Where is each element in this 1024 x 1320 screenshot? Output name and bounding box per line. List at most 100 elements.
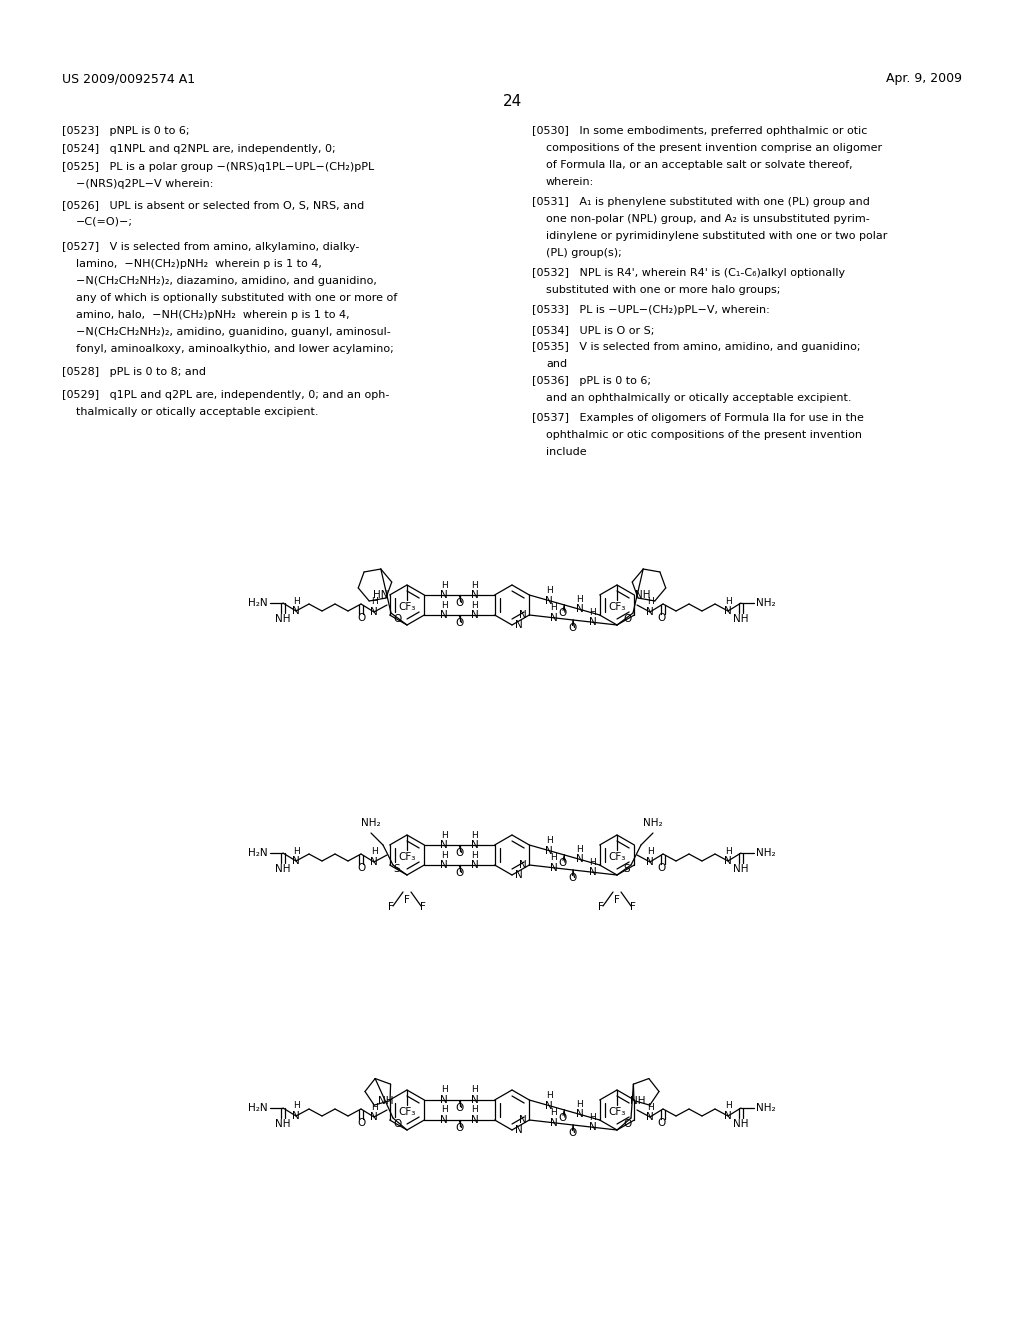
Text: H: H [551, 603, 557, 612]
Text: −N(CH₂CH₂NH₂)₂, amidino, guanidino, guanyl, aminosul-: −N(CH₂CH₂NH₂)₂, amidino, guanidino, guan… [76, 327, 391, 337]
Text: [0533]   PL is −UPL−(CH₂)pPL−V, wherein:: [0533] PL is −UPL−(CH₂)pPL−V, wherein: [532, 305, 770, 315]
Text: CF₃: CF₃ [608, 1107, 626, 1117]
Text: compositions of the present invention comprise an oligomer: compositions of the present invention co… [546, 143, 882, 153]
Text: O: O [657, 612, 667, 623]
Text: N: N [471, 610, 479, 620]
Text: H: H [589, 1113, 596, 1122]
Text: N: N [646, 1111, 654, 1122]
Text: N: N [292, 855, 300, 866]
Text: O: O [456, 869, 464, 878]
Text: H: H [440, 1085, 447, 1094]
Text: N: N [292, 1111, 300, 1121]
Text: O: O [393, 1119, 401, 1129]
Text: N: N [550, 863, 558, 873]
Text: N: N [724, 855, 732, 866]
Text: H: H [646, 1102, 653, 1111]
Text: F: F [388, 902, 394, 912]
Text: H: H [440, 850, 447, 859]
Text: N: N [724, 1111, 732, 1121]
Text: include: include [546, 447, 587, 457]
Text: [0530]   In some embodiments, preferred ophthalmic or otic: [0530] In some embodiments, preferred op… [532, 125, 867, 136]
Text: O: O [456, 618, 464, 628]
Text: N: N [471, 1115, 479, 1125]
Text: −C(=O)−;: −C(=O)−; [76, 216, 133, 227]
Text: O: O [623, 1119, 631, 1129]
Text: ophthalmic or otic compositions of the present invention: ophthalmic or otic compositions of the p… [546, 430, 862, 440]
Text: N: N [515, 620, 522, 630]
Text: O: O [357, 1118, 367, 1129]
Text: H: H [440, 830, 447, 840]
Text: O: O [568, 623, 577, 634]
Text: H: H [440, 601, 447, 610]
Text: N: N [471, 1096, 479, 1105]
Text: H: H [546, 586, 552, 595]
Text: H: H [577, 845, 584, 854]
Text: N: N [646, 857, 654, 867]
Text: N: N [370, 607, 378, 616]
Text: H: H [472, 1106, 478, 1114]
Text: N: N [515, 1125, 522, 1135]
Text: [0525]   PL is a polar group −(NRS)q1PL−UPL−(CH₂)pPL: [0525] PL is a polar group −(NRS)q1PL−UP… [62, 162, 374, 172]
Text: N: N [577, 854, 584, 865]
Text: F: F [404, 895, 410, 906]
Text: N: N [545, 1101, 553, 1110]
Text: H: H [551, 1109, 557, 1117]
Text: N: N [577, 1109, 584, 1119]
Text: O: O [568, 873, 577, 883]
Text: N: N [577, 605, 584, 614]
Text: NH₂: NH₂ [756, 847, 775, 858]
Text: [0537]   Examples of oligomers of Formula IIa for use in the: [0537] Examples of oligomers of Formula … [532, 413, 864, 422]
Text: NH: NH [733, 614, 749, 624]
Text: O: O [657, 863, 667, 873]
Text: O: O [623, 614, 631, 624]
Text: N: N [545, 846, 553, 855]
Text: H: H [546, 836, 552, 845]
Text: N: N [545, 595, 553, 606]
Text: N: N [440, 610, 447, 620]
Text: H: H [293, 1101, 299, 1110]
Text: NH: NH [635, 590, 651, 601]
Text: F: F [630, 902, 636, 912]
Text: H: H [293, 597, 299, 606]
Text: [0534]   UPL is O or S;: [0534] UPL is O or S; [532, 325, 654, 335]
Text: O: O [568, 1129, 577, 1138]
Text: [0524]   q1NPL and q2NPL are, independently, 0;: [0524] q1NPL and q2NPL are, independentl… [62, 144, 336, 154]
Text: CF₃: CF₃ [398, 602, 416, 612]
Text: NH: NH [275, 614, 291, 624]
Text: [0532]   NPL is R4', wherein R4' is (C₁-C₆)alkyl optionally: [0532] NPL is R4', wherein R4' is (C₁-C₆… [532, 268, 845, 279]
Text: H: H [725, 846, 731, 855]
Text: H: H [371, 598, 378, 606]
Text: substituted with one or more halo groups;: substituted with one or more halo groups… [546, 285, 780, 294]
Text: H: H [472, 830, 478, 840]
Text: N: N [589, 1122, 596, 1133]
Text: NH: NH [631, 1096, 646, 1106]
Text: NH: NH [733, 865, 749, 874]
Text: F: F [598, 902, 604, 912]
Text: N: N [550, 612, 558, 623]
Text: N: N [518, 610, 526, 620]
Text: H: H [293, 846, 299, 855]
Text: N: N [471, 590, 479, 601]
Text: O: O [456, 1104, 464, 1113]
Text: CF₃: CF₃ [608, 602, 626, 612]
Text: H₂N: H₂N [249, 598, 268, 609]
Text: CF₃: CF₃ [608, 851, 626, 862]
Text: idinylene or pyrimidinylene substituted with one or two polar: idinylene or pyrimidinylene substituted … [546, 231, 888, 242]
Text: (PL) group(s);: (PL) group(s); [546, 248, 622, 257]
Text: N: N [292, 606, 300, 616]
Text: N: N [471, 861, 479, 870]
Text: N: N [440, 1096, 447, 1105]
Text: H: H [577, 1100, 584, 1109]
Text: H: H [371, 847, 378, 857]
Text: O: O [657, 1118, 667, 1129]
Text: O: O [456, 847, 464, 858]
Text: N: N [471, 840, 479, 850]
Text: −N(CH₂CH₂NH₂)₂, diazamino, amidino, and guanidino,: −N(CH₂CH₂NH₂)₂, diazamino, amidino, and … [76, 276, 377, 286]
Text: H: H [577, 595, 584, 605]
Text: H: H [472, 1085, 478, 1094]
Text: 24: 24 [503, 94, 521, 110]
Text: N: N [646, 607, 654, 616]
Text: N: N [440, 590, 447, 601]
Text: CF₃: CF₃ [398, 1107, 416, 1117]
Text: H: H [589, 607, 596, 616]
